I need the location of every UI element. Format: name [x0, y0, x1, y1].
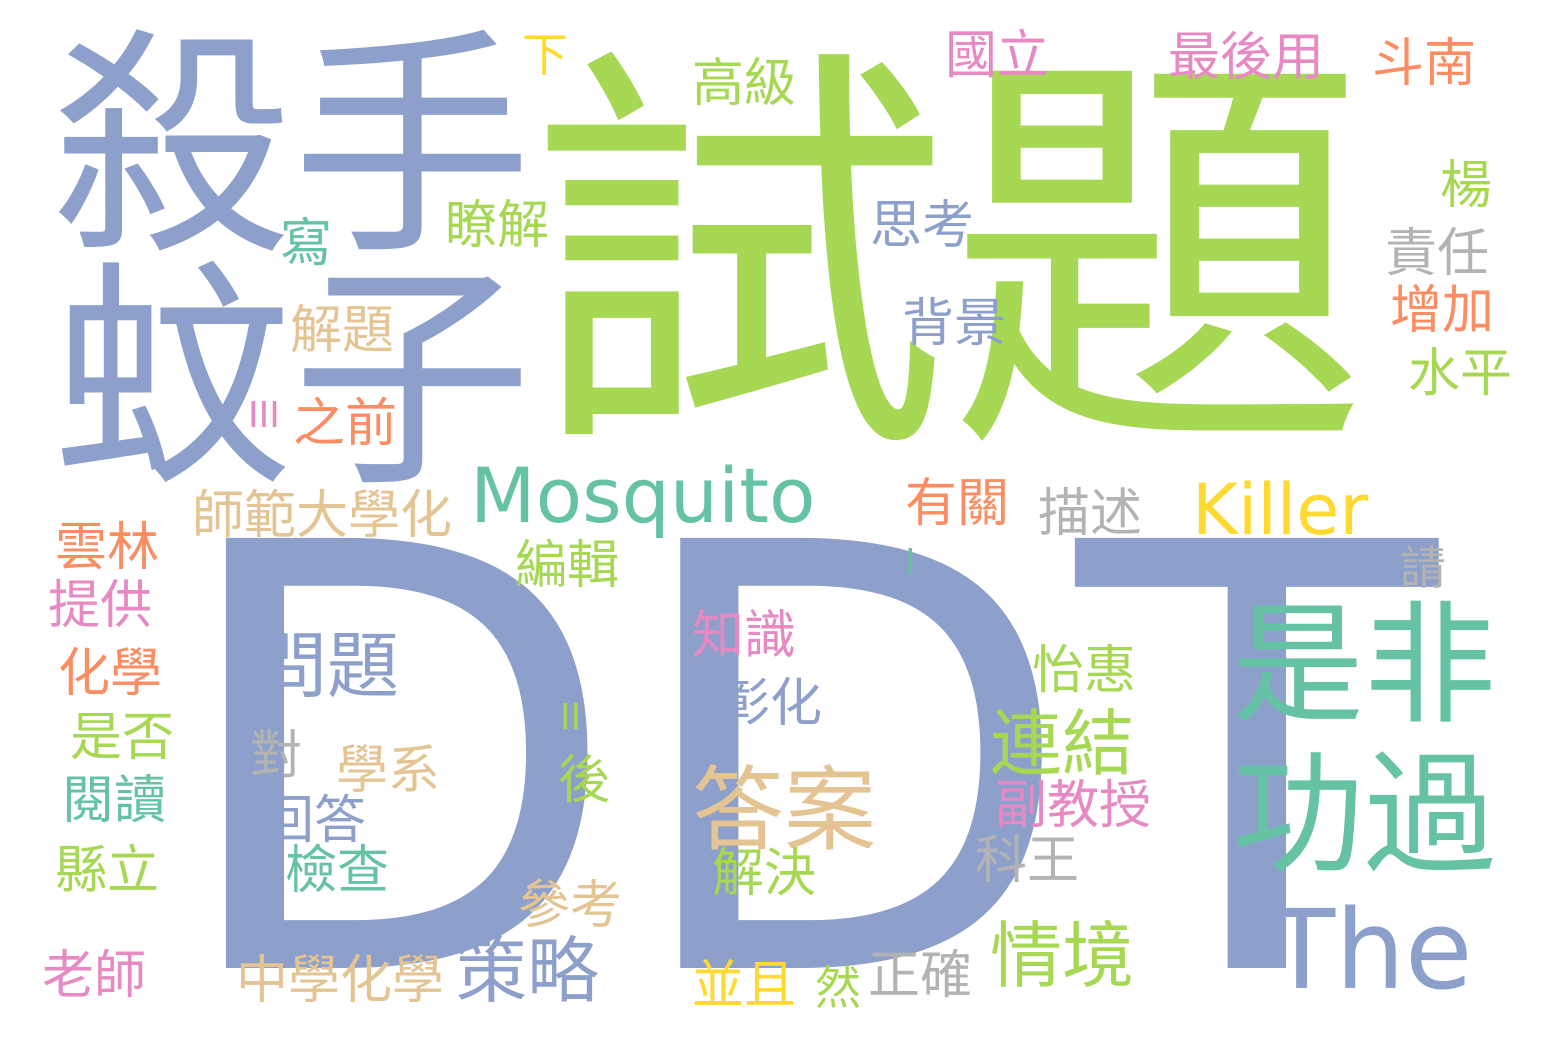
word: The	[1268, 886, 1473, 1014]
word: 老師	[42, 946, 147, 1006]
word: 答案	[692, 757, 877, 864]
word: 副教授	[995, 776, 1152, 836]
word: 知識	[692, 606, 797, 666]
word: 責任	[1385, 224, 1490, 284]
word: 並且	[692, 956, 797, 1016]
word: 學系	[336, 741, 441, 801]
word: 殺手	[52, 8, 533, 288]
word: 閱讀	[62, 771, 167, 831]
word: Mosquito	[470, 451, 816, 540]
word: 是否	[70, 708, 175, 768]
word: 水平	[1408, 344, 1513, 404]
word: 之前	[293, 394, 398, 454]
word: 高級	[692, 54, 797, 114]
word: II	[560, 697, 582, 738]
word: 中學化學	[236, 951, 445, 1011]
word: 師範大學化	[192, 486, 453, 546]
word: 楊	[1440, 156, 1493, 216]
word: 策略	[455, 929, 600, 1013]
word: 情境	[990, 914, 1135, 998]
word: 試題	[528, 17, 1368, 506]
word: 回答	[262, 791, 367, 851]
word: 提供	[48, 576, 153, 636]
word: 背景	[902, 294, 1007, 354]
word: 參考	[518, 876, 623, 936]
word: 思考	[870, 196, 975, 256]
word: I	[905, 542, 916, 583]
word: 連結	[990, 702, 1135, 786]
word: 最後用	[1168, 28, 1325, 88]
word: 有關	[905, 474, 1010, 534]
word: 國立	[945, 26, 1050, 86]
word: Killer	[1192, 469, 1369, 551]
word: 增加	[1390, 281, 1495, 341]
word: III	[248, 395, 280, 436]
word: 解題	[290, 301, 395, 361]
word: 斗南	[1372, 34, 1477, 94]
word: 瞭解	[445, 196, 550, 256]
word: 蚊子	[52, 240, 533, 520]
word: 編輯	[515, 536, 620, 596]
word: 後	[558, 751, 611, 811]
word: 對	[250, 726, 303, 786]
word: 檢查	[285, 841, 390, 901]
word: 化學	[58, 644, 163, 704]
word: 是非	[1232, 589, 1496, 743]
word: 雲林	[55, 518, 160, 578]
word: 功過	[1232, 739, 1496, 893]
word: 然	[815, 961, 861, 1015]
word: 問題	[255, 624, 400, 708]
word: 下	[522, 28, 568, 82]
word: 請	[1400, 541, 1446, 595]
word: 正確	[868, 946, 973, 1006]
word: 描述	[1038, 484, 1143, 544]
word: 怡惠	[1032, 641, 1137, 701]
word: 科王	[975, 831, 1080, 891]
word: DDT	[168, 421, 1438, 1052]
word: 彰化	[718, 674, 823, 734]
word: 縣立	[55, 841, 160, 901]
word: 解決	[712, 844, 817, 904]
word: 寫	[280, 214, 333, 274]
